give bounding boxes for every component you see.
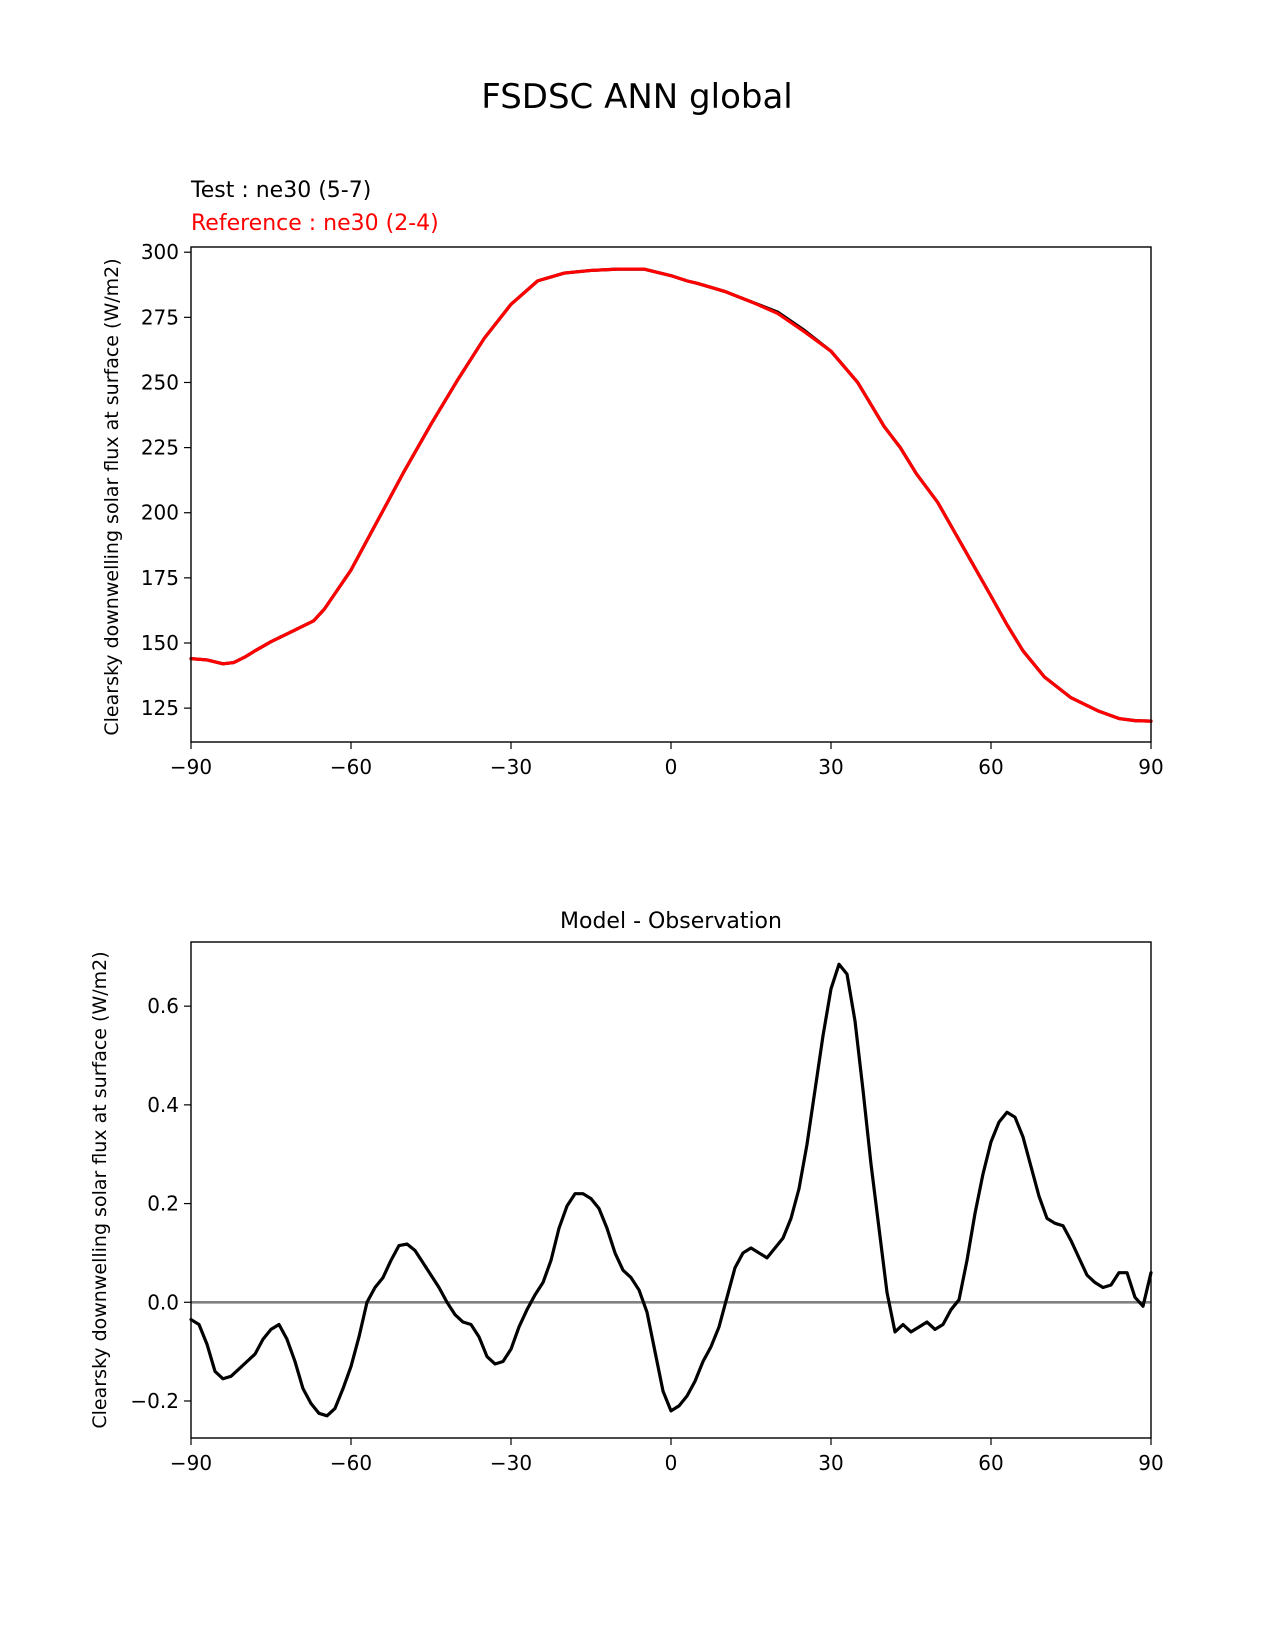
bottom-ytick-label: 0.4 (147, 1093, 179, 1117)
top-yticks: 125 150 175 200 225 250 275 300 (141, 240, 191, 720)
top-axes-frame (190, 246, 1152, 743)
bottom-title: Model - Observation (560, 909, 782, 934)
bottom-series-line-0 (189, 962, 1153, 1418)
top-xtick-label: 60 (978, 755, 1003, 779)
figure-title: FSDSC ANN global (481, 77, 792, 117)
top-xtick-label: 0 (665, 755, 678, 779)
top-ytick-label: 200 (141, 501, 179, 525)
top-plot-area (189, 267, 1153, 723)
top-series-line-1 (189, 267, 1153, 723)
bottom-ytick-label: 0.6 (147, 994, 179, 1018)
top-ytick-label: 150 (141, 631, 179, 655)
bottom-xtick-label: −90 (170, 1451, 212, 1475)
legend-reference-label: Reference : ne30 (2-4) (191, 211, 439, 236)
bottom-xtick-label: −60 (330, 1451, 372, 1475)
top-xtick-label: 90 (1138, 755, 1163, 779)
bottom-xtick-label: 0 (665, 1451, 678, 1475)
bottom-xtick-label: 60 (978, 1451, 1003, 1475)
top-ytick-label: 250 (141, 370, 179, 394)
bottom-ytick-label: 0.0 (147, 1290, 179, 1314)
top-ytick-label: 175 (141, 566, 179, 590)
bottom-yticks: −0.2 0.0 0.2 0.4 0.6 (130, 994, 191, 1413)
top-series-line-0 (189, 267, 1153, 723)
bottom-plot-area (189, 962, 1153, 1418)
bottom-xtick-label: 30 (818, 1451, 843, 1475)
bottom-ytick-label: 0.2 (147, 1192, 179, 1216)
top-ytick-label: 225 (141, 436, 179, 460)
top-xtick-label: −90 (170, 755, 212, 779)
bottom-xtick-label: −30 (490, 1451, 532, 1475)
bottom-xticks: −90 −60 −30 0 30 60 90 (170, 1438, 1164, 1475)
top-xtick-label: −60 (330, 755, 372, 779)
top-panel: Test : ne30 (5-7) Reference : ne30 (2-4)… (101, 178, 1164, 779)
bottom-panel: Model - Observation Clearsky downwelling… (89, 909, 1164, 1475)
top-xticks: −90 −60 −30 0 30 60 90 (170, 742, 1164, 779)
top-ylabel: Clearsky downwelling solar flux at surfa… (101, 258, 123, 735)
top-ytick-label: 275 (141, 305, 179, 329)
top-xtick-label: −30 (490, 755, 532, 779)
top-ytick-label: 300 (141, 240, 179, 264)
bottom-axes-frame (190, 941, 1152, 1439)
bottom-ylabel: Clearsky downwelling solar flux at surfa… (89, 951, 111, 1428)
bottom-xtick-label: 90 (1138, 1451, 1163, 1475)
top-ytick-label: 125 (141, 696, 179, 720)
bottom-ytick-label: −0.2 (130, 1389, 179, 1413)
top-xtick-label: 30 (818, 755, 843, 779)
legend-test-label: Test : ne30 (5-7) (190, 178, 371, 203)
